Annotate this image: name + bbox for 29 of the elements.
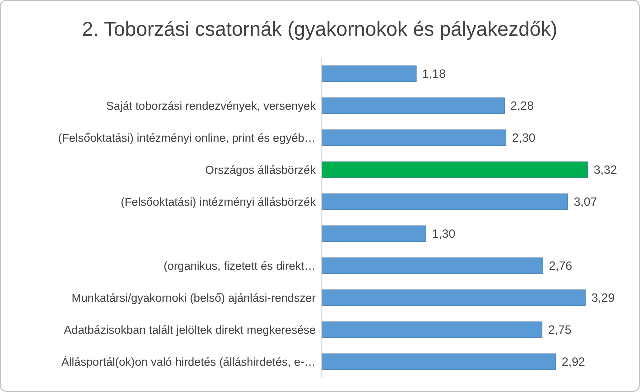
data-label: 2,76 bbox=[549, 259, 573, 274]
bar bbox=[322, 226, 426, 242]
bar bbox=[322, 322, 543, 338]
y-tick-label: Saját toborzási rendezvények, versenyek bbox=[106, 101, 316, 114]
y-tick-label: Adatbázisokban talált jelöltek direkt megkeresése bbox=[64, 325, 316, 338]
data-label: 3,29 bbox=[592, 291, 616, 306]
data-label: 3,07 bbox=[574, 195, 598, 210]
data-label: 2,30 bbox=[512, 131, 536, 146]
chart-title: 2. Toborzási csatornák (gyakornokok és pályakezdők) bbox=[82, 19, 558, 41]
y-tick-label: Munkatársi/gyakornoki (belső) ajánlási-rendszer bbox=[72, 293, 316, 306]
bar bbox=[322, 66, 417, 82]
y-tick-label: (Felsőoktatási) intézményi állásbörzék bbox=[121, 197, 316, 210]
y-tick-label: Országos állásbörzék bbox=[205, 165, 316, 178]
data-label: 2,75 bbox=[548, 323, 572, 338]
bar bbox=[322, 194, 568, 210]
data-label: 2,92 bbox=[562, 355, 586, 370]
bar bbox=[322, 162, 588, 178]
data-label: 2,28 bbox=[510, 99, 534, 114]
y-tick-label: (Felsőoktatási) intézményi online, print és egyéb… bbox=[58, 133, 316, 146]
data-label: 1,30 bbox=[432, 227, 456, 242]
bar bbox=[322, 258, 544, 274]
bar bbox=[322, 98, 505, 114]
y-tick-label: Állásportál(ok)on való hirdetés (álláshirdetés, e-… bbox=[62, 356, 316, 370]
data-label: 3,32 bbox=[594, 163, 618, 178]
bar bbox=[322, 354, 556, 370]
bar bbox=[322, 130, 507, 146]
data-label: 1,18 bbox=[422, 67, 446, 82]
bar bbox=[322, 290, 586, 306]
y-tick-label: (organikus, fizetett és direkt… bbox=[164, 261, 316, 274]
